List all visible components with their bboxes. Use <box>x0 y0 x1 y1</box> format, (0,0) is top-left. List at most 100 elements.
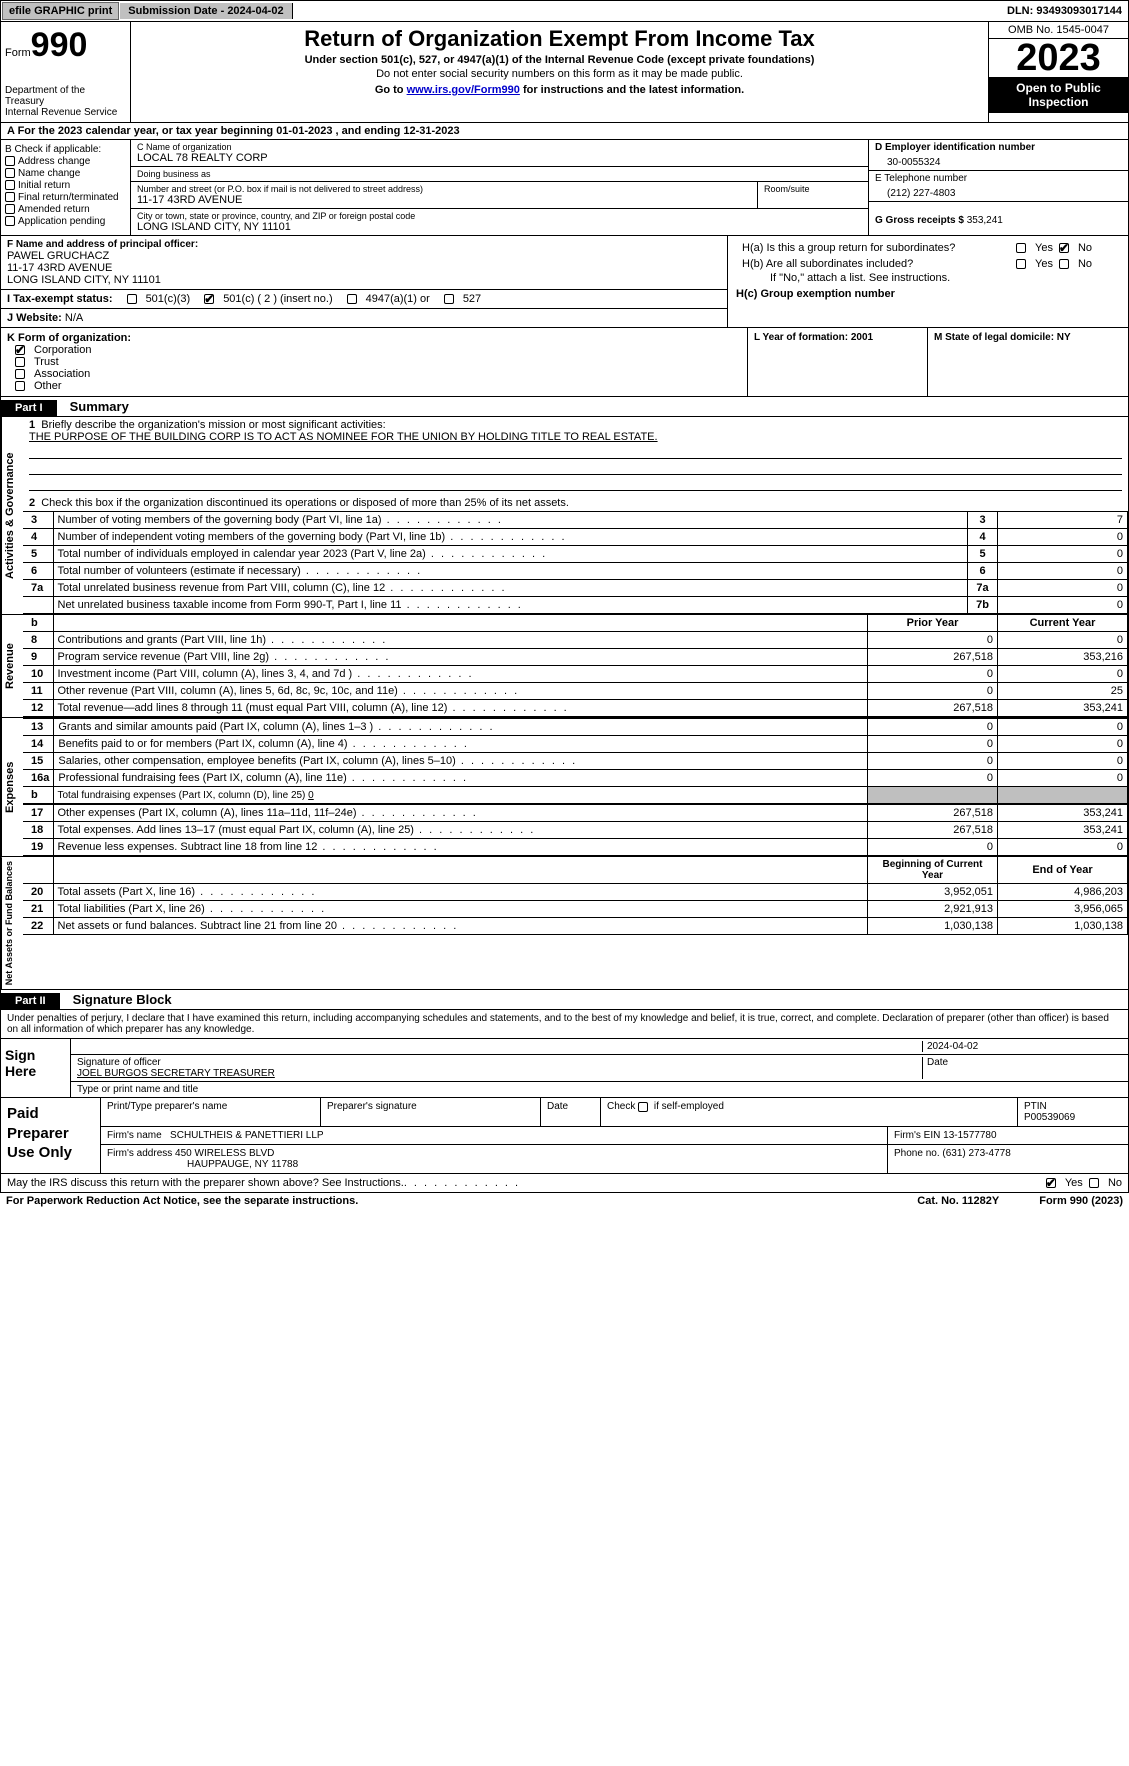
prep-h4: Check if self-employed <box>601 1098 1018 1126</box>
sign-date: 2024-04-02 <box>922 1041 1122 1052</box>
hdr-prior: Prior Year <box>868 615 998 632</box>
gross-val: 353,241 <box>967 215 1003 226</box>
dept-treasury: Department of the Treasury Internal Reve… <box>5 85 126 118</box>
ein-val: 30-0055324 <box>875 153 1122 168</box>
l16b-pre: Total fundraising expenses (Part IX, col… <box>58 790 309 801</box>
line-1: 1 Briefly describe the organization's mi… <box>23 417 1128 495</box>
fein-lbl: Firm's EIN <box>894 1130 943 1141</box>
phone-lbl: E Telephone number <box>875 173 1122 184</box>
ha-yn[interactable]: Yes No <box>1010 240 1120 256</box>
header-mid: Return of Organization Exempt From Incom… <box>131 22 988 122</box>
subtitle-3: Go to www.irs.gov/Form990 for instructio… <box>137 84 982 96</box>
net-label: Net Assets or Fund Balances <box>1 857 23 989</box>
k-lbl: K Form of organization: <box>7 332 131 344</box>
k-other[interactable]: Other <box>15 380 741 392</box>
preparer-block: Paid Preparer Use Only Print/Type prepar… <box>0 1098 1129 1174</box>
mission-text: THE PURPOSE OF THE BUILDING CORP IS TO A… <box>29 431 658 443</box>
faddr2: HAUPPAUGE, NY 11788 <box>107 1159 298 1170</box>
row-j: J Website: N/A <box>1 309 727 327</box>
addr-lbl: Number and street (or P.O. box if mail i… <box>137 184 751 194</box>
dln: DLN: 93493093017144 <box>1001 3 1128 19</box>
prep-h3: Date <box>541 1098 601 1126</box>
j-lbl: J Website: <box>7 312 65 324</box>
form990-link[interactable]: www.irs.gov/Form990 <box>407 84 520 96</box>
prep-h1: Print/Type preparer's name <box>101 1098 321 1126</box>
form-ref: Form 990 (2023) <box>1039 1195 1123 1207</box>
form-title: Return of Organization Exempt From Incom… <box>137 26 982 52</box>
org-name: LOCAL 78 REALTY CORP <box>137 152 862 164</box>
f-name: PAWEL GRUCHACZ <box>7 250 721 262</box>
room-lbl: Room/suite <box>764 184 862 194</box>
chk-initial[interactable]: Initial return <box>5 180 126 191</box>
chk-pending[interactable]: Application pending <box>5 216 126 227</box>
part1-badge: Part I <box>1 400 57 416</box>
cat-no: Cat. No. 11282Y <box>917 1195 999 1207</box>
faddr-lbl: Firm's address <box>107 1148 175 1159</box>
l16b-val: 0 <box>308 790 314 801</box>
subtitle-2: Do not enter social security numbers on … <box>137 68 982 80</box>
row-k: K Form of organization: Corporation Trus… <box>0 328 1129 397</box>
sec-governance: Activities & Governance 1 Briefly descri… <box>0 417 1129 615</box>
addr-val: 11-17 43RD AVENUE <box>137 194 751 206</box>
chk-amended[interactable]: Amended return <box>5 204 126 215</box>
k-corp[interactable]: Corporation <box>15 344 741 356</box>
gov-label: Activities & Governance <box>1 417 23 614</box>
efile-btn[interactable]: efile GRAPHIC print <box>2 2 119 20</box>
ha-lbl: H(a) Is this a group return for subordin… <box>736 240 1010 256</box>
row-h: H(a) Is this a group return for subordin… <box>728 236 1128 327</box>
firm-name: SCHULTHEIS & PANETTIERI LLP <box>170 1130 324 1141</box>
i-527[interactable]: 527 <box>444 293 481 305</box>
part1-title: Summary <box>60 397 139 416</box>
row-l: L Year of formation: 2001 <box>748 328 928 396</box>
chk-final[interactable]: Final return/terminated <box>5 192 126 203</box>
row-i: I Tax-exempt status: 501(c)(3) 501(c) ( … <box>1 290 727 309</box>
tax-year: 2023 <box>989 39 1128 77</box>
k-assoc[interactable]: Association <box>15 368 741 380</box>
col-d: D Employer identification number 30-0055… <box>868 140 1128 235</box>
fphone-lbl: Phone no. <box>894 1148 942 1159</box>
rev-table: b Prior Year Current Year 8Contributions… <box>23 615 1128 717</box>
sec-revenue: Revenue b Prior Year Current Year 8Contr… <box>0 615 1129 718</box>
part2-hdr: Part II Signature Block <box>0 990 1129 1010</box>
rev-label: Revenue <box>1 615 23 717</box>
form-header: Form990 Department of the Treasury Inter… <box>0 22 1129 123</box>
exp-table2: 17Other expenses (Part IX, column (A), l… <box>23 804 1128 856</box>
i-501c3[interactable]: 501(c)(3) <box>127 293 191 305</box>
gross-lbl: G Gross receipts $ <box>875 215 967 226</box>
goto-post: for instructions and the latest informat… <box>520 84 744 96</box>
fein-val: 13-1577780 <box>943 1130 996 1141</box>
header-left: Form990 Department of the Treasury Inter… <box>1 22 131 122</box>
k-trust[interactable]: Trust <box>15 356 741 368</box>
form-number: 990 <box>31 26 88 64</box>
col-b-hdr: B Check if applicable: <box>5 144 126 155</box>
discuss-row: May the IRS discuss this return with the… <box>0 1174 1129 1193</box>
row-a-taxyear: A For the 2023 calendar year, or tax yea… <box>0 123 1129 140</box>
f-lbl: F Name and address of principal officer: <box>7 239 721 250</box>
sec-netassets: Net Assets or Fund Balances Beginning of… <box>0 857 1129 990</box>
discuss-no[interactable]: No <box>1089 1177 1122 1189</box>
faddr1: 450 WIRELESS BLVD <box>175 1148 274 1159</box>
topbar: efile GRAPHIC print Submission Date - 20… <box>0 0 1129 22</box>
discuss-yes[interactable]: Yes <box>1046 1177 1083 1189</box>
row-m: M State of legal domicile: NY <box>928 328 1128 396</box>
i-501c[interactable]: 501(c) ( 2 ) (insert no.) <box>204 293 332 305</box>
f-addr1: 11-17 43RD AVENUE <box>7 262 721 274</box>
part2-title: Signature Block <box>63 990 182 1009</box>
dba-lbl: Doing business as <box>137 169 862 179</box>
city-val: LONG ISLAND CITY, NY 11101 <box>137 221 862 233</box>
hb-yn[interactable]: Yes No <box>1010 256 1120 272</box>
name-lbl: Type or print name and title <box>77 1084 1122 1095</box>
discuss-text: May the IRS discuss this return with the… <box>7 1177 404 1189</box>
line-2: 2 Check this box if the organization dis… <box>23 495 1128 511</box>
page-footer: For Paperwork Reduction Act Notice, see … <box>0 1193 1129 1209</box>
chk-name[interactable]: Name change <box>5 168 126 179</box>
hb2: If "No," attach a list. See instructions… <box>736 272 1120 284</box>
goto-pre: Go to <box>375 84 407 96</box>
f-addr2: LONG ISLAND CITY, NY 11101 <box>7 274 721 286</box>
sec-expenses: Expenses 13Grants and similar amounts pa… <box>0 718 1129 857</box>
main-block: B Check if applicable: Address change Na… <box>0 140 1129 236</box>
chk-address[interactable]: Address change <box>5 156 126 167</box>
hdr-end: End of Year <box>998 857 1128 884</box>
part2-badge: Part II <box>1 993 60 1009</box>
i-4947[interactable]: 4947(a)(1) or <box>347 293 430 305</box>
